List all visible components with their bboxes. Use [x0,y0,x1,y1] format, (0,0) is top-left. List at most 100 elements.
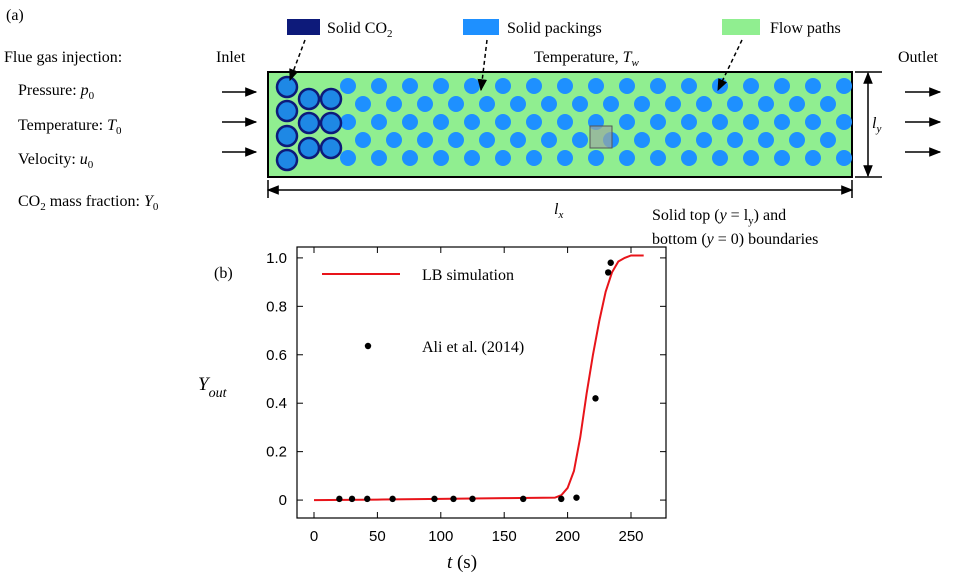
packing [433,114,449,130]
pointer-arrow [477,39,488,92]
packing [510,132,526,148]
y-axis-label: Yout [198,374,228,401]
solid-co2 [297,87,321,111]
solid-co2 [275,124,299,148]
packing [402,114,418,130]
solid-co2 [319,87,343,111]
y-tick-label: 0.8 [266,298,287,315]
x-tick-label: 100 [428,528,453,545]
packing [743,150,759,166]
legend-swatch [722,19,760,35]
packing [789,96,805,112]
x-tick-label: 0 [310,528,318,545]
packing [650,78,666,94]
packing [727,132,743,148]
packing [619,78,635,94]
packing [557,78,573,94]
packing [820,96,836,112]
packing [774,150,790,166]
legend-label: LB simulation [422,267,514,284]
packing [758,132,774,148]
packing [774,114,790,130]
packing [836,150,852,166]
channel-diagram [267,71,853,178]
packing [417,132,433,148]
data-point [604,269,612,276]
packing [510,96,526,112]
pointer-arrow [717,39,743,92]
solid-co2 [319,111,343,135]
packing [820,132,836,148]
legend-label: Solid packings [507,20,602,37]
length-x-label: lx [554,201,563,221]
packing [650,114,666,130]
packing [495,78,511,94]
wall-temperature: Temperature, Tw [534,49,640,69]
plot-frame [296,246,667,519]
packing [340,78,356,94]
solid-co2 [275,75,299,99]
packing [355,96,371,112]
packing [464,150,480,166]
packing [619,150,635,166]
solid-co2 [297,111,321,135]
data-point [450,495,457,503]
solid-co2 [275,99,299,123]
packing [805,150,821,166]
packing [712,114,728,130]
packing [665,132,681,148]
packing [727,96,743,112]
packing [743,78,759,94]
x-tick-label: 250 [618,528,643,545]
packing [526,114,542,130]
packing [743,114,759,130]
packing [588,78,604,94]
solid-co2 [319,136,343,160]
packing [402,78,418,94]
packing [650,150,666,166]
packing [340,150,356,166]
legend-swatch [287,19,320,35]
inlet-label: Inlet [216,49,246,66]
packing [402,150,418,166]
packing [789,132,805,148]
panel-label: (b) [214,265,233,282]
data-point [558,495,565,503]
data-point [336,495,343,503]
packing [634,132,650,148]
solid-co2 [297,136,321,160]
packing [572,132,588,148]
packing [557,114,573,130]
highlight-cell [589,125,613,149]
packing [805,114,821,130]
packing [681,114,697,130]
packing [774,78,790,94]
packing [526,78,542,94]
packing [634,96,650,112]
packing [526,150,542,166]
injection-heading: Flue gas injection: [4,49,122,66]
data-line [313,254,644,502]
data-point [348,495,356,503]
packing [619,114,635,130]
packing [340,114,356,130]
data-point [364,495,371,503]
packing [712,150,728,166]
packing [588,150,604,166]
packing [448,132,464,148]
panel-label: (a) [6,7,24,24]
data-point [607,259,614,266]
packing [433,78,449,94]
packing [495,150,511,166]
packing [805,78,821,94]
packing [417,96,433,112]
packing [696,96,712,112]
data-point [431,495,438,503]
injection-item: CO2 mass fraction: Y0 [18,193,159,213]
plot: 0 50 100 150 200 250 0 0.2 0.4 0.6 0.8 1.0 LB simula… [266,246,667,545]
packing [464,78,480,94]
packing [464,114,480,130]
packing [572,96,588,112]
legend-swatch [364,342,372,350]
